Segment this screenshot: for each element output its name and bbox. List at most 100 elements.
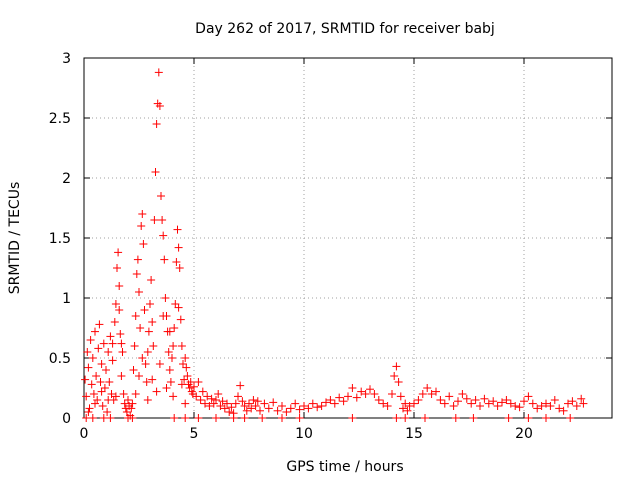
data-point-marker xyxy=(458,390,467,398)
data-point-marker xyxy=(161,294,170,302)
data-point-marker xyxy=(451,414,460,422)
data-point-marker xyxy=(462,394,471,403)
y-tick-label: 0.5 xyxy=(49,351,71,367)
data-point-marker xyxy=(207,394,216,403)
data-point-marker xyxy=(256,406,264,415)
data-point-marker xyxy=(388,390,396,398)
data-point-marker xyxy=(218,397,227,406)
data-point-marker xyxy=(170,414,179,422)
data-point-marker xyxy=(147,276,156,284)
data-point-marker xyxy=(361,390,370,398)
x-axis-label: GPS time / hours xyxy=(286,459,403,475)
data-point-marker xyxy=(97,360,106,368)
data-point-marker xyxy=(520,397,528,406)
data-point-marker xyxy=(94,344,103,353)
axis-ticks: 0 5 10 15 20 0 0.5 1 1.5 2 2.5 3 xyxy=(49,51,612,442)
data-point-marker xyxy=(330,399,339,408)
data-point-marker xyxy=(449,402,458,410)
data-point-marker xyxy=(143,396,152,404)
data-point-marker xyxy=(138,354,147,362)
data-point-marker xyxy=(229,414,238,422)
data-point-marker xyxy=(172,258,181,266)
data-point-marker xyxy=(150,216,159,224)
data-point-marker xyxy=(83,348,92,356)
data-point-marker xyxy=(82,392,91,401)
data-point-marker xyxy=(181,414,190,422)
data-point-marker xyxy=(278,414,286,422)
data-point-marker xyxy=(504,414,513,422)
data-point-marker xyxy=(260,399,269,408)
data-point-marker xyxy=(440,399,449,408)
data-point-marker xyxy=(88,354,97,362)
data-point-marker xyxy=(471,396,480,404)
data-point-marker xyxy=(339,397,348,406)
data-point-marker xyxy=(160,255,169,264)
data-point-marker xyxy=(225,408,234,416)
data-point-marker xyxy=(151,168,160,176)
data-point-marker xyxy=(100,384,109,392)
data-point-marker xyxy=(427,390,436,398)
data-point-marker xyxy=(295,405,304,414)
data-point-marker xyxy=(436,396,445,404)
x-tick-label: 0 xyxy=(80,426,89,442)
data-point-marker xyxy=(223,399,231,408)
data-point-marker xyxy=(170,324,179,332)
data-point-marker xyxy=(177,380,186,389)
data-point-marker xyxy=(216,402,225,410)
data-point-marker xyxy=(317,402,326,410)
data-point-marker xyxy=(190,382,198,391)
data-point-marker xyxy=(410,399,418,408)
data-point-marker xyxy=(168,354,176,362)
data-point-marker xyxy=(91,327,99,336)
data-point-marker xyxy=(85,404,94,413)
data-point-marker xyxy=(489,397,498,406)
data-point-marker xyxy=(352,393,361,402)
data-point-marker xyxy=(186,378,195,386)
data-point-marker xyxy=(432,387,440,396)
y-tick-label: 2 xyxy=(62,171,71,187)
data-point-marker xyxy=(131,390,140,398)
data-point-marker xyxy=(379,399,388,408)
data-point-marker xyxy=(87,380,96,389)
data-point-marker xyxy=(129,366,138,374)
data-point-marker xyxy=(182,363,191,372)
data-point-marker xyxy=(390,372,399,380)
data-point-marker xyxy=(104,396,113,404)
data-point-marker xyxy=(322,398,330,407)
data-point-marker xyxy=(546,402,555,410)
data-point-marker xyxy=(524,414,533,422)
data-point-marker xyxy=(135,288,143,296)
data-point-marker xyxy=(104,348,113,356)
data-point-marker xyxy=(143,348,152,356)
data-point-marker xyxy=(142,378,151,386)
data-point-marker xyxy=(99,339,108,348)
data-point-marker xyxy=(144,327,153,336)
y-tick-label: 3 xyxy=(62,51,71,67)
data-point-marker xyxy=(480,394,489,403)
data-point-marker xyxy=(414,396,423,404)
data-point-marker xyxy=(572,402,581,410)
data-point-marker xyxy=(264,404,273,413)
data-point-marker xyxy=(242,406,251,415)
data-point-marker xyxy=(97,387,106,396)
data-point-marker xyxy=(469,414,478,422)
data-point-marker xyxy=(137,222,146,230)
data-point-marker xyxy=(133,255,142,264)
data-point-marker xyxy=(106,414,115,422)
data-point-marker xyxy=(238,397,247,406)
data-point-marker xyxy=(559,406,568,415)
data-point-marker xyxy=(212,414,220,422)
data-point-marker xyxy=(396,392,405,401)
data-point-marker xyxy=(493,402,502,410)
data-point-marker xyxy=(220,404,229,413)
data-point-marker xyxy=(96,378,105,386)
data-point-marker xyxy=(258,414,267,422)
data-point-marker xyxy=(169,342,178,350)
data-point-marker xyxy=(183,372,192,380)
data-point-marker xyxy=(117,339,126,348)
data-point-marker xyxy=(421,414,429,422)
data-point-marker xyxy=(203,392,212,401)
x-tick-label: 20 xyxy=(515,426,533,442)
data-point-marker xyxy=(132,270,141,278)
